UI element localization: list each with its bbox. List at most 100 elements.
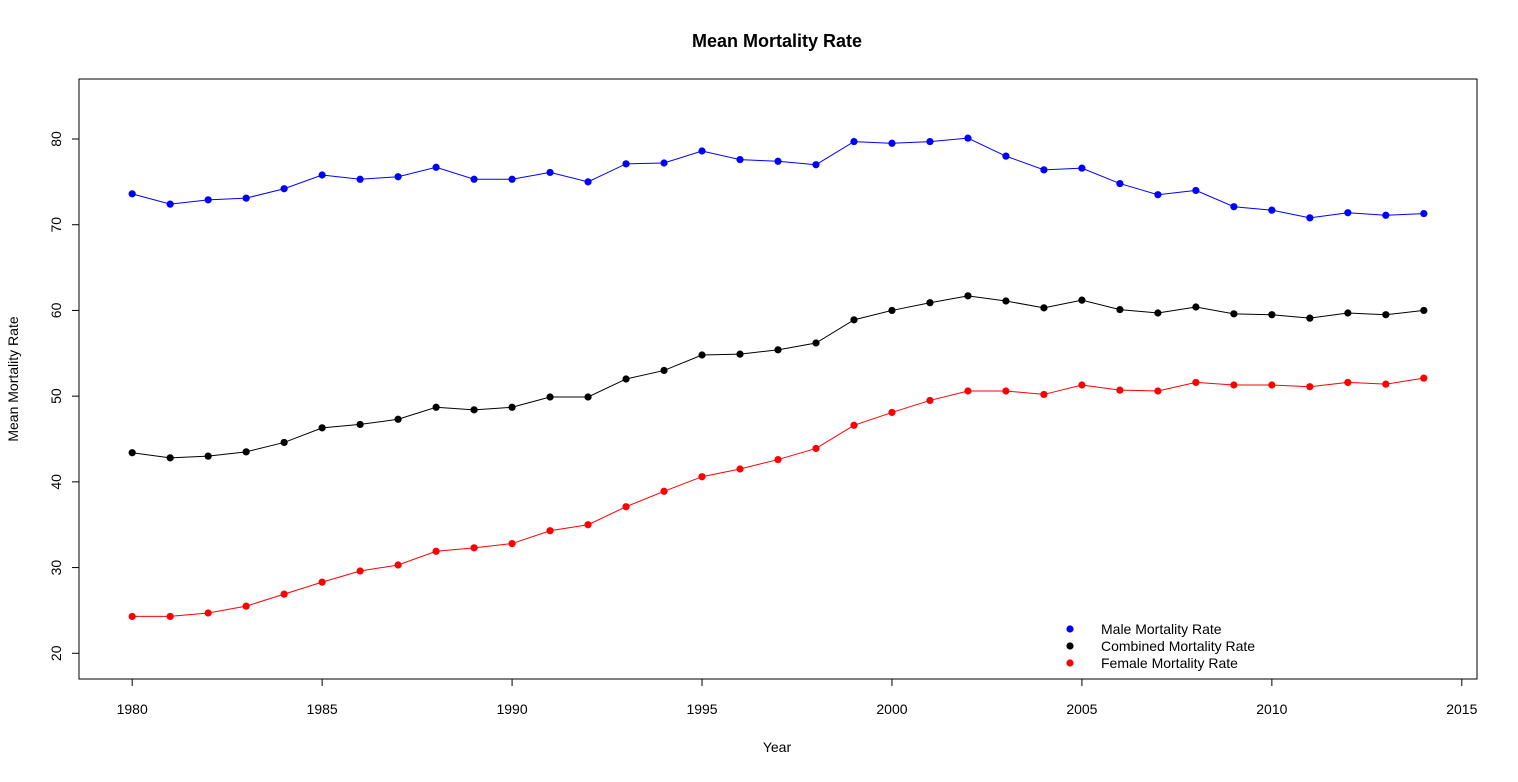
data-point-male-mortality-rate [736, 155, 744, 164]
data-point-female-mortality-rate [204, 609, 212, 617]
data-point-combined-mortality-rate [1382, 311, 1390, 319]
y-tick-label: 60 [48, 302, 64, 318]
x-axis-label: Year [763, 739, 792, 755]
data-point-combined-mortality-rate [926, 299, 934, 307]
legend-label: Female Mortality Rate [1101, 655, 1238, 671]
data-point-male-mortality-rate [812, 161, 820, 169]
data-point-male-mortality-rate [1268, 206, 1276, 214]
data-point-female-mortality-rate [812, 444, 820, 453]
data-point-female-mortality-rate [1420, 374, 1428, 382]
legend-item-male-mortality-rate: Male Mortality Rate [1066, 621, 1222, 637]
legend-item-combined-mortality-rate: Combined Mortality Rate [1066, 638, 1255, 654]
data-point-female-mortality-rate [660, 487, 668, 495]
data-point-female-mortality-rate [356, 567, 364, 575]
data-point-combined-mortality-rate [736, 350, 744, 358]
data-point-combined-mortality-rate [356, 420, 364, 429]
data-point-combined-mortality-rate [888, 306, 896, 315]
data-point-female-mortality-rate [1078, 381, 1086, 389]
data-point-combined-mortality-rate [546, 393, 554, 401]
data-point-combined-mortality-rate [166, 454, 174, 462]
data-point-male-mortality-rate [964, 134, 972, 142]
data-point-combined-mortality-rate [1344, 309, 1352, 317]
y-axis-label: Mean Mortality Rate [5, 316, 21, 441]
data-point-male-mortality-rate [204, 196, 212, 204]
data-point-combined-mortality-rate [318, 424, 326, 432]
legend-marker [1066, 642, 1074, 650]
data-point-male-mortality-rate [660, 159, 668, 167]
data-point-female-mortality-rate [926, 396, 934, 405]
data-point-female-mortality-rate [280, 590, 288, 598]
data-point-male-mortality-rate [318, 171, 326, 179]
data-point-male-mortality-rate [394, 173, 402, 181]
y-tick-label: 70 [48, 217, 64, 233]
data-point-combined-mortality-rate [1040, 304, 1048, 312]
y-tick-label: 40 [48, 474, 64, 490]
data-point-male-mortality-rate [470, 175, 478, 183]
data-point-female-mortality-rate [1344, 378, 1352, 387]
data-point-male-mortality-rate [166, 200, 174, 208]
data-point-combined-mortality-rate [394, 415, 402, 423]
data-point-male-mortality-rate [1344, 209, 1352, 217]
data-point-female-mortality-rate [964, 387, 972, 395]
series-line-female-mortality-rate [132, 377, 1424, 617]
x-axis: 1980 1985 1990 1995 2000 2005 2010 2015 [117, 678, 1478, 717]
data-point-combined-mortality-rate [774, 346, 782, 354]
data-point-female-mortality-rate [546, 527, 554, 535]
data-point-male-mortality-rate [1078, 164, 1086, 172]
data-point-female-mortality-rate [698, 473, 706, 481]
data-point-female-mortality-rate [470, 544, 478, 552]
data-point-male-mortality-rate [1154, 191, 1162, 199]
legend-item-female-mortality-rate: Female Mortality Rate [1066, 655, 1238, 671]
data-point-male-mortality-rate [698, 147, 706, 155]
x-tick-label: 2015 [1446, 701, 1477, 717]
data-point-male-mortality-rate [1420, 209, 1428, 218]
series-male-mortality-rate [128, 134, 1428, 222]
data-point-male-mortality-rate [1002, 152, 1010, 160]
data-point-male-mortality-rate [1306, 214, 1314, 222]
series-line-combined-mortality-rate [132, 295, 1424, 459]
data-point-male-mortality-rate [242, 194, 250, 202]
x-tick-label: 1980 [117, 701, 148, 717]
legend-marker [1066, 659, 1074, 667]
data-point-male-mortality-rate [128, 190, 136, 198]
legend-marker [1066, 625, 1074, 633]
data-point-combined-mortality-rate [1230, 310, 1238, 318]
data-point-combined-mortality-rate [242, 448, 250, 456]
x-tick-label: 1985 [307, 701, 338, 717]
data-point-male-mortality-rate [1230, 203, 1238, 211]
data-point-female-mortality-rate [774, 455, 782, 464]
series-female-mortality-rate [128, 374, 1428, 621]
data-point-female-mortality-rate [1154, 387, 1162, 395]
legend-label: Male Mortality Rate [1101, 621, 1222, 637]
data-point-combined-mortality-rate [204, 452, 212, 460]
data-point-female-mortality-rate [166, 612, 174, 621]
data-point-male-mortality-rate [508, 175, 516, 183]
y-tick-label: 80 [48, 131, 64, 147]
data-point-combined-mortality-rate [812, 339, 820, 347]
x-tick-label: 1995 [686, 701, 717, 717]
data-point-male-mortality-rate [1382, 211, 1390, 219]
data-point-female-mortality-rate [394, 561, 402, 569]
data-point-male-mortality-rate [584, 178, 592, 186]
plot-frame [78, 78, 1478, 680]
data-point-male-mortality-rate [1116, 179, 1124, 188]
data-point-combined-mortality-rate [1002, 297, 1010, 305]
data-point-combined-mortality-rate [1154, 309, 1162, 317]
data-point-male-mortality-rate [926, 137, 934, 146]
data-point-combined-mortality-rate [128, 449, 136, 457]
data-point-female-mortality-rate [242, 602, 250, 610]
series-layer [128, 134, 1428, 621]
series-combined-mortality-rate [128, 292, 1428, 462]
data-point-combined-mortality-rate [1420, 306, 1428, 315]
chart-title: Mean Mortality Rate [692, 31, 862, 51]
data-point-male-mortality-rate [280, 185, 288, 193]
data-point-female-mortality-rate [584, 521, 592, 529]
x-tick-label: 1990 [496, 701, 527, 717]
data-point-female-mortality-rate [1382, 380, 1390, 388]
data-point-combined-mortality-rate [964, 292, 972, 300]
data-point-female-mortality-rate [888, 408, 896, 417]
data-point-combined-mortality-rate [470, 406, 478, 414]
